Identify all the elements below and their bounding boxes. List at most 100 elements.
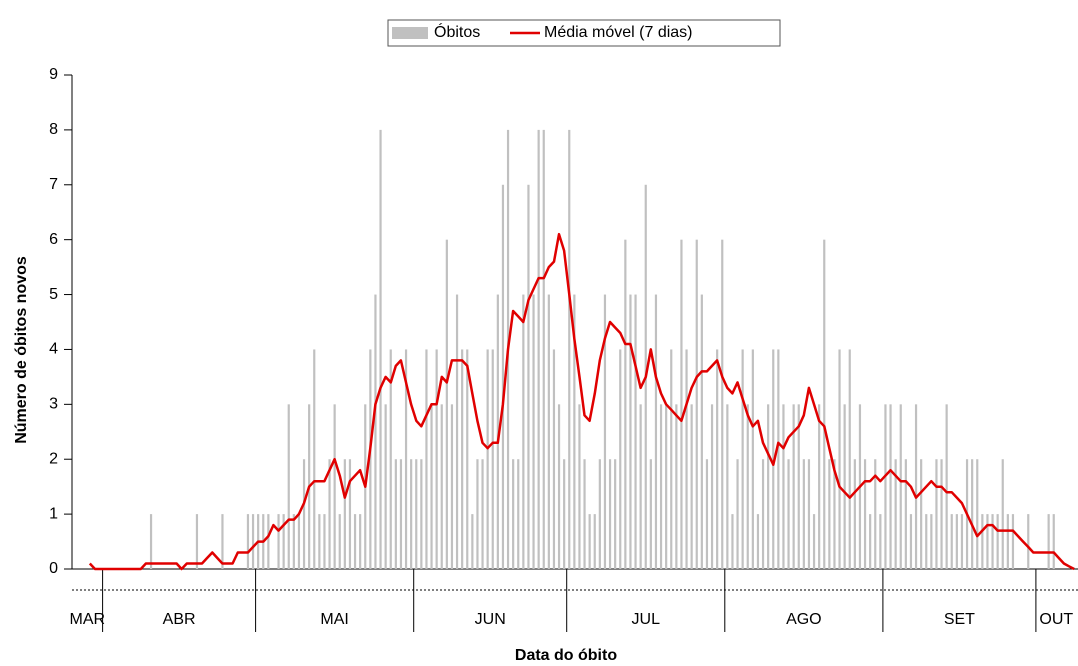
bar	[981, 514, 984, 569]
bar	[955, 514, 958, 569]
month-label: JUL	[632, 611, 661, 628]
bar	[369, 349, 372, 569]
bar	[486, 349, 489, 569]
bar	[415, 459, 418, 569]
bar	[960, 514, 964, 569]
bar	[246, 514, 250, 569]
bar	[384, 404, 387, 569]
bar	[593, 514, 596, 569]
bar	[430, 404, 433, 569]
bar	[772, 349, 775, 569]
bar	[996, 514, 999, 569]
bar	[588, 514, 591, 569]
bar	[542, 129, 545, 569]
y-tick-label: 6	[49, 231, 58, 248]
month-label: ABR	[163, 611, 196, 628]
bar	[399, 459, 403, 569]
bar	[583, 459, 586, 569]
bar	[971, 459, 974, 569]
bar	[624, 239, 627, 569]
bar	[547, 294, 550, 569]
bar	[848, 349, 851, 569]
bar	[501, 184, 505, 569]
y-axis-title: Número de óbitos novos	[13, 256, 30, 444]
bar	[828, 459, 831, 569]
bar	[598, 459, 601, 569]
x-axis-title: Data do óbito	[515, 647, 617, 664]
legend-swatch	[392, 27, 428, 39]
bar	[557, 404, 561, 569]
bar	[292, 514, 295, 569]
bar	[812, 514, 816, 569]
bar	[884, 404, 887, 569]
bar	[986, 514, 989, 569]
bar	[552, 349, 556, 569]
month-label: MAI	[320, 611, 348, 628]
bar	[639, 404, 642, 569]
bar	[578, 404, 581, 569]
bar	[302, 459, 306, 569]
bar	[410, 459, 413, 569]
legend-label: Média móvel (7 dias)	[544, 24, 693, 41]
bar	[603, 294, 607, 569]
bar	[267, 514, 270, 569]
bar	[614, 459, 617, 569]
bar	[721, 239, 724, 569]
bar	[741, 349, 744, 569]
bar	[323, 514, 326, 569]
bar	[512, 459, 515, 569]
bar	[889, 404, 892, 569]
bar	[726, 404, 729, 569]
bar	[532, 294, 535, 569]
y-tick-label: 3	[49, 396, 58, 413]
bar	[563, 459, 566, 569]
bar	[665, 404, 668, 569]
bar	[853, 459, 856, 569]
bar	[823, 239, 826, 569]
bar	[920, 459, 923, 569]
bar	[797, 404, 800, 569]
bar	[389, 349, 392, 569]
bar	[282, 514, 285, 569]
bar	[297, 514, 301, 569]
bar	[450, 404, 454, 569]
bar	[716, 349, 719, 569]
bar	[925, 514, 928, 569]
bar	[568, 129, 571, 569]
y-tick-label: 4	[49, 341, 58, 358]
month-label: SET	[944, 611, 975, 628]
bar	[904, 459, 907, 569]
bar	[517, 459, 520, 569]
bar	[869, 514, 872, 569]
bar	[619, 349, 622, 569]
bar	[394, 459, 397, 569]
bar	[930, 514, 933, 569]
bar	[573, 294, 576, 569]
bar	[1027, 514, 1030, 569]
y-tick-label: 9	[49, 66, 58, 83]
bar	[879, 514, 882, 569]
bar	[935, 459, 938, 569]
y-tick-label: 8	[49, 121, 58, 138]
bar	[710, 404, 714, 569]
bar	[940, 459, 943, 569]
bar	[420, 459, 423, 569]
bar	[705, 459, 709, 569]
bar	[1047, 514, 1050, 569]
bar	[659, 404, 663, 569]
bar	[425, 349, 428, 569]
bar	[802, 459, 805, 569]
bar	[195, 514, 199, 569]
bar	[654, 294, 658, 569]
bar	[731, 514, 734, 569]
bar	[353, 514, 357, 569]
bar	[945, 404, 948, 569]
bar	[522, 294, 525, 569]
bar	[404, 349, 408, 569]
bar	[680, 239, 683, 569]
bar	[736, 459, 739, 569]
bar	[751, 349, 754, 569]
y-tick-label: 2	[49, 450, 58, 467]
bar	[746, 404, 749, 569]
